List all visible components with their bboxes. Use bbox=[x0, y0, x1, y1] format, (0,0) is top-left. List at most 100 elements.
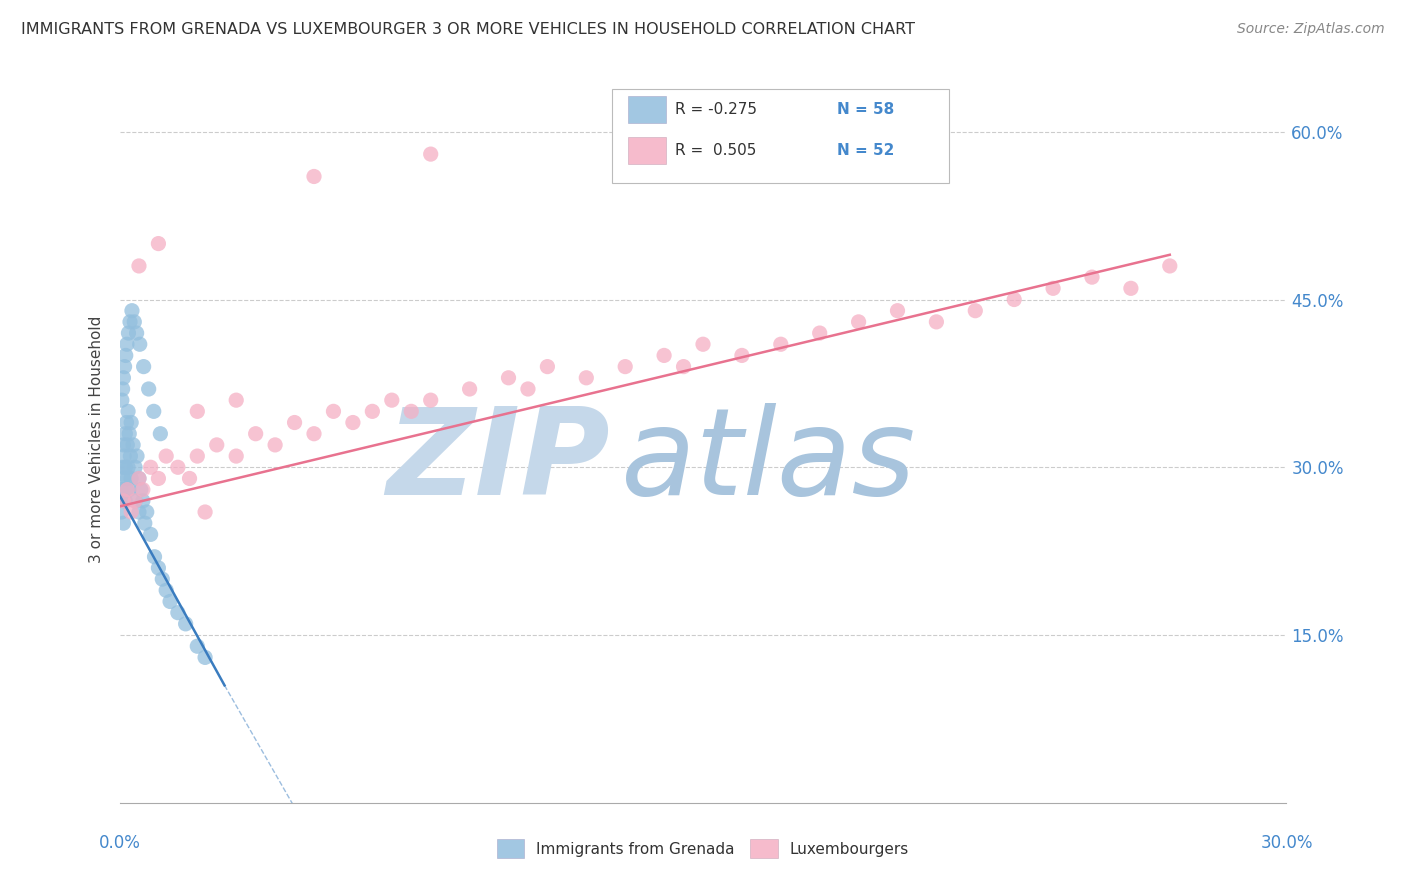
Point bbox=[143, 549, 166, 564]
Point bbox=[264, 438, 287, 452]
Point bbox=[245, 426, 267, 441]
Point bbox=[117, 460, 139, 475]
Point bbox=[148, 471, 170, 485]
Legend: Immigrants from Grenada, Luxembourgers: Immigrants from Grenada, Luxembourgers bbox=[491, 833, 915, 864]
Point bbox=[361, 404, 384, 418]
Point bbox=[125, 326, 148, 340]
Point bbox=[117, 326, 139, 340]
Point bbox=[128, 471, 150, 485]
Point bbox=[128, 337, 150, 351]
Point bbox=[692, 337, 714, 351]
Point bbox=[148, 561, 170, 575]
Point bbox=[124, 493, 146, 508]
Point bbox=[302, 426, 325, 441]
Point bbox=[342, 416, 364, 430]
Point bbox=[115, 337, 138, 351]
Point bbox=[155, 449, 177, 463]
Point bbox=[148, 236, 170, 251]
Point bbox=[132, 483, 155, 497]
Text: 0.0%: 0.0% bbox=[98, 834, 141, 852]
Point bbox=[284, 416, 307, 430]
Text: atlas: atlas bbox=[621, 402, 917, 520]
Point bbox=[124, 315, 146, 329]
Point bbox=[155, 583, 177, 598]
Point bbox=[731, 348, 754, 362]
Point bbox=[117, 471, 139, 485]
Text: ZIP: ZIP bbox=[385, 402, 610, 520]
Point bbox=[117, 483, 139, 497]
Point bbox=[886, 303, 908, 318]
Point bbox=[965, 303, 987, 318]
Point bbox=[118, 483, 141, 497]
Point bbox=[205, 438, 228, 452]
Point bbox=[134, 516, 156, 531]
Point bbox=[117, 404, 139, 418]
Point bbox=[1081, 270, 1104, 285]
Point bbox=[498, 371, 520, 385]
Point bbox=[112, 516, 135, 531]
Point bbox=[225, 449, 247, 463]
Point bbox=[536, 359, 558, 374]
Point bbox=[114, 493, 136, 508]
Point bbox=[1002, 293, 1025, 307]
Point bbox=[194, 650, 217, 665]
Point bbox=[149, 426, 172, 441]
Point bbox=[111, 460, 134, 475]
Point bbox=[517, 382, 540, 396]
Point bbox=[672, 359, 695, 374]
Point bbox=[121, 303, 143, 318]
Point bbox=[174, 616, 197, 631]
Point bbox=[129, 483, 152, 497]
Text: 30.0%: 30.0% bbox=[1260, 834, 1313, 852]
Point bbox=[808, 326, 831, 340]
Point bbox=[112, 471, 135, 485]
Point bbox=[419, 147, 441, 161]
Point bbox=[575, 371, 598, 385]
Point bbox=[225, 393, 247, 408]
Point bbox=[112, 493, 135, 508]
Point bbox=[1119, 281, 1142, 295]
Point bbox=[122, 438, 145, 452]
Point bbox=[179, 471, 201, 485]
Point bbox=[166, 460, 188, 475]
Point bbox=[114, 348, 136, 362]
Point bbox=[132, 493, 155, 508]
Point bbox=[186, 639, 208, 653]
Text: Source: ZipAtlas.com: Source: ZipAtlas.com bbox=[1237, 22, 1385, 37]
Point bbox=[120, 449, 142, 463]
Point bbox=[139, 460, 162, 475]
Point bbox=[118, 426, 141, 441]
Point bbox=[128, 505, 150, 519]
Point bbox=[322, 404, 344, 418]
Point bbox=[166, 606, 188, 620]
Point bbox=[117, 438, 139, 452]
Point bbox=[118, 315, 141, 329]
Text: N = 58: N = 58 bbox=[837, 103, 894, 117]
Point bbox=[114, 426, 136, 441]
Point bbox=[115, 416, 138, 430]
Point bbox=[112, 371, 135, 385]
Point bbox=[128, 259, 150, 273]
Text: R =  0.505: R = 0.505 bbox=[675, 144, 756, 158]
Point bbox=[381, 393, 404, 408]
Point bbox=[401, 404, 423, 418]
Point bbox=[194, 505, 217, 519]
Point bbox=[138, 382, 160, 396]
Point bbox=[110, 483, 132, 497]
Point bbox=[925, 315, 948, 329]
Point bbox=[112, 438, 135, 452]
Point bbox=[112, 493, 135, 508]
Point bbox=[132, 359, 155, 374]
Point bbox=[1159, 259, 1181, 273]
Point bbox=[128, 471, 150, 485]
Point bbox=[111, 393, 134, 408]
Point bbox=[120, 416, 142, 430]
Point bbox=[769, 337, 792, 351]
Point bbox=[120, 505, 142, 519]
Text: R = -0.275: R = -0.275 bbox=[675, 103, 756, 117]
Point bbox=[302, 169, 325, 184]
Point bbox=[135, 505, 157, 519]
Point bbox=[114, 359, 136, 374]
Point bbox=[186, 404, 208, 418]
Point bbox=[848, 315, 870, 329]
